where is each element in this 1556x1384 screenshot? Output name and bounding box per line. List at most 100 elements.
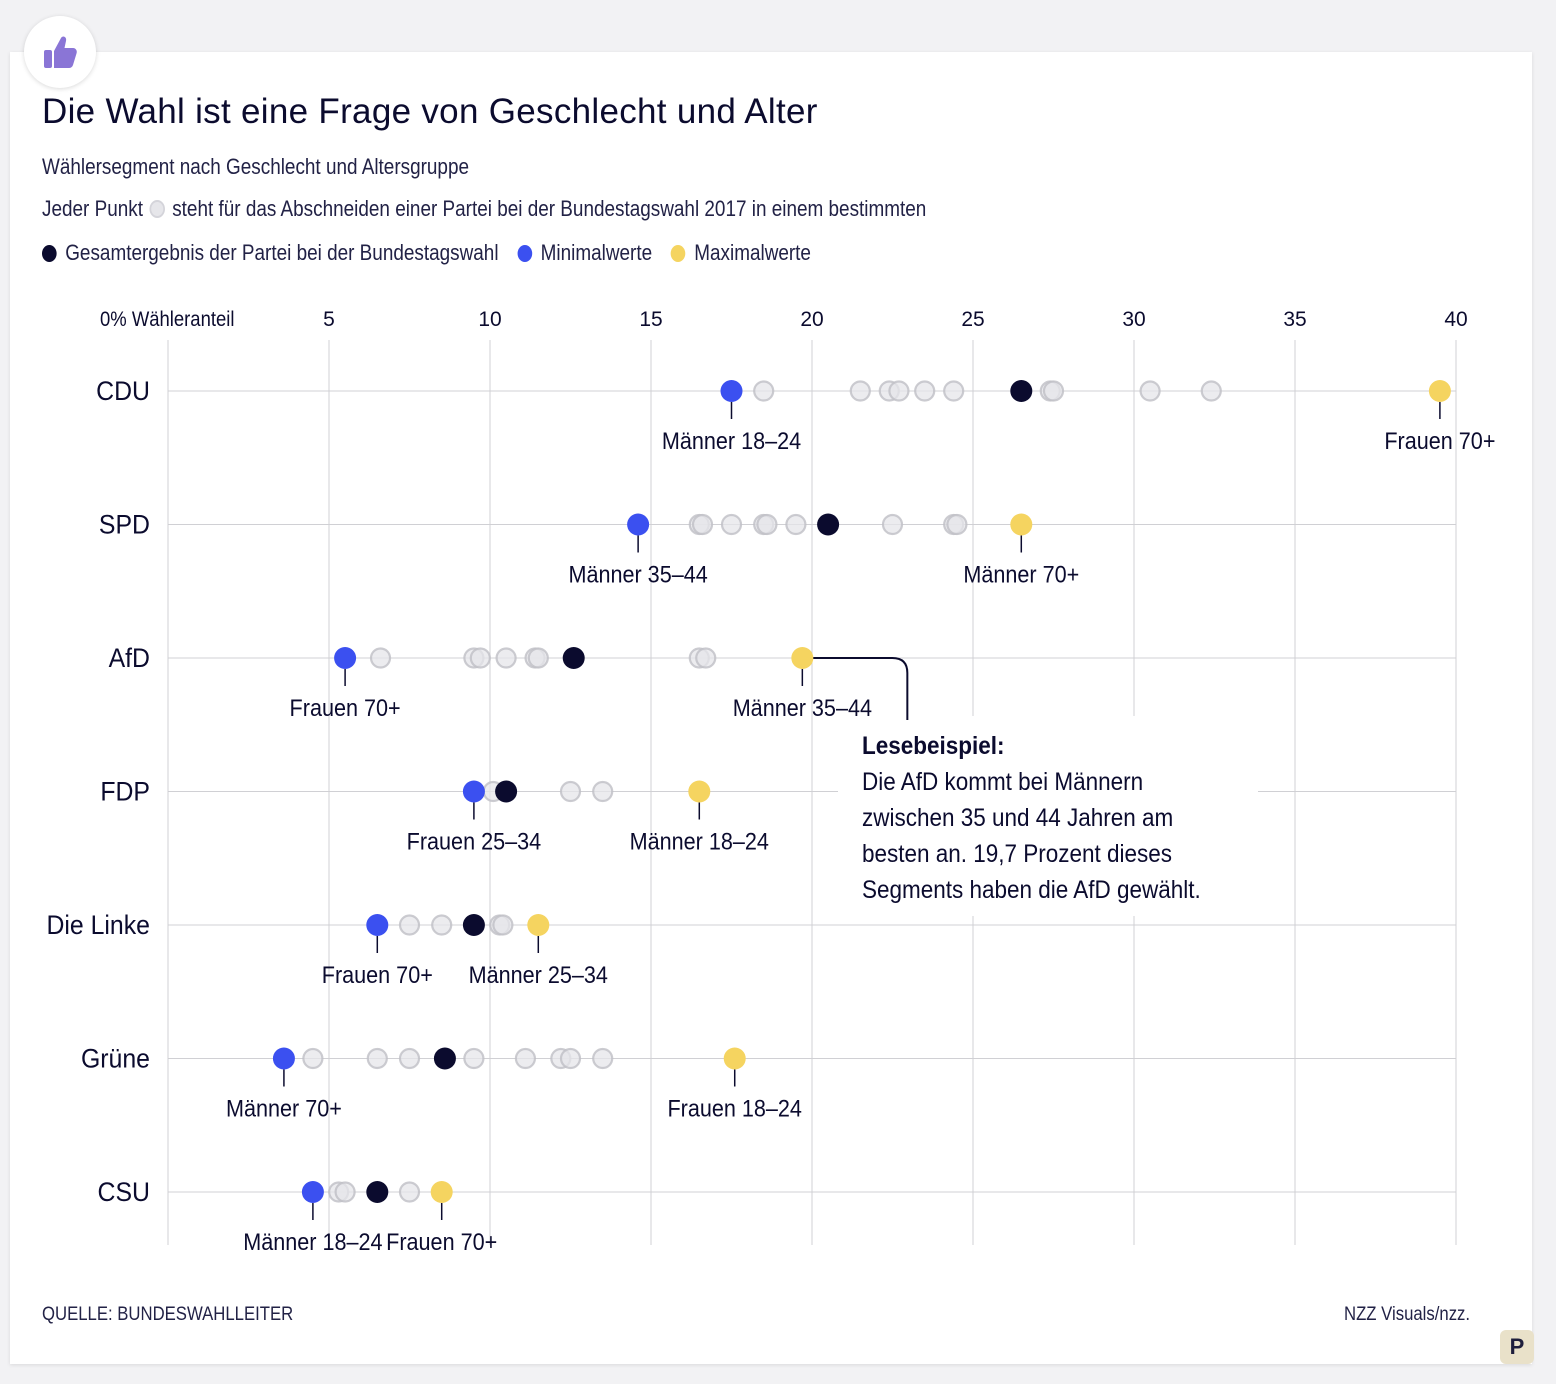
min-value-label: Männer 18–24 xyxy=(662,427,802,454)
max-dot xyxy=(688,780,711,803)
x-tick-label: 30 xyxy=(1122,308,1145,331)
max-value-label: Frauen 70+ xyxy=(386,1228,497,1255)
min-value-label: Frauen 70+ xyxy=(322,961,433,988)
segment-dot xyxy=(495,647,517,669)
min-dot xyxy=(627,513,650,536)
segment-dot xyxy=(888,380,910,402)
legend-max-label: Maximalwerte xyxy=(694,240,811,265)
segment-dot xyxy=(334,1181,356,1203)
party-label: SPD xyxy=(99,511,150,540)
max-dot xyxy=(791,647,814,669)
segment-dot xyxy=(592,1047,614,1070)
segment-dot xyxy=(1200,380,1222,402)
max-value-label: Frauen 70+ xyxy=(1384,427,1495,454)
segment-dot xyxy=(756,513,778,536)
chart-card xyxy=(10,52,1532,1364)
total-dot xyxy=(495,780,518,803)
segment-dot xyxy=(302,1047,324,1070)
min-dot xyxy=(272,1047,295,1070)
party-label: Die Linke xyxy=(46,911,150,940)
party-label: CDU xyxy=(96,377,150,406)
segment-dot xyxy=(946,513,968,536)
min-dot xyxy=(462,780,485,803)
segment-dot xyxy=(849,380,871,402)
publisher-badge[interactable]: P xyxy=(1500,1330,1534,1364)
annotation-title: Lesebeispiel: xyxy=(862,732,1004,760)
max-value-label: Männer 70+ xyxy=(963,560,1079,587)
segment-dot xyxy=(527,647,549,669)
min-value-label: Frauen 70+ xyxy=(290,694,401,721)
segment-dot xyxy=(463,1047,485,1070)
min-dot xyxy=(366,914,389,936)
annotation-text-line: besten an. 19,7 Prozent dieses xyxy=(862,840,1172,868)
segment-dot xyxy=(469,647,491,669)
max-dot xyxy=(1428,380,1451,402)
segment-dot xyxy=(785,513,807,536)
chart-subtitle: Wählersegment nach Geschlecht und Alters… xyxy=(42,154,470,179)
max-dot-legend-icon xyxy=(671,244,686,262)
max-dot xyxy=(1010,513,1033,536)
total-dot xyxy=(562,647,585,669)
max-value-label: Männer 25–34 xyxy=(469,961,609,988)
max-value-label: Männer 35–44 xyxy=(733,694,873,721)
x-tick-label: 10 xyxy=(478,308,501,331)
party-label: CSU xyxy=(98,1178,150,1207)
min-dot-legend-icon xyxy=(517,244,533,262)
max-dot xyxy=(430,1181,453,1203)
party-label: AfD xyxy=(109,644,150,673)
total-dot xyxy=(433,1047,456,1070)
annotation-box xyxy=(838,716,1258,916)
total-dot xyxy=(366,1181,389,1203)
segment-dot xyxy=(431,914,453,936)
min-dot xyxy=(301,1181,324,1203)
segment-dot xyxy=(559,1047,582,1070)
reaction-badge[interactable] xyxy=(24,16,96,88)
x-tick-label: 35 xyxy=(1283,308,1306,331)
segment-dot xyxy=(720,513,743,536)
thumbs-up-icon xyxy=(44,36,77,68)
max-value-label: Männer 18–24 xyxy=(630,827,770,854)
min-value-label: Männer 70+ xyxy=(226,1094,342,1121)
min-value-label: Frauen 25–34 xyxy=(407,827,542,854)
party-label: Grüne xyxy=(81,1045,150,1074)
x-tick-label: 40 xyxy=(1444,308,1467,331)
total-dot xyxy=(462,914,485,936)
segment-dot xyxy=(559,780,582,803)
segment-dot xyxy=(914,380,936,402)
x-tick-label: 20 xyxy=(800,308,823,331)
segment-dot xyxy=(691,513,714,536)
total-dot-legend-icon xyxy=(42,244,57,262)
segment-dot xyxy=(1042,380,1065,402)
x-axis-label: 0% Wähleranteil xyxy=(100,308,234,331)
annotation-text-line: Die AfD kommt bei Männern xyxy=(862,768,1143,796)
max-dot xyxy=(723,1047,746,1070)
total-dot xyxy=(817,513,840,536)
source-note: QUELLE: BUNDESWAHLLEITER xyxy=(42,1304,294,1325)
segment-dot xyxy=(695,647,717,669)
segment-dot xyxy=(592,780,614,803)
max-value-label: Frauen 18–24 xyxy=(667,1094,802,1121)
annotation-leader-line xyxy=(802,657,909,720)
legend-intro: Jeder Punkt steht für das Abschneiden ei… xyxy=(42,196,926,222)
segment-dot-legend-icon xyxy=(149,200,166,218)
segment-dot xyxy=(398,1181,421,1203)
credit-note: NZZ Visuals/nzz. xyxy=(1344,1304,1471,1325)
annotation-text-line: zwischen 35 und 44 Jahren am xyxy=(862,804,1173,832)
min-value-label: Männer 35–44 xyxy=(568,560,708,587)
segment-dot xyxy=(881,513,904,536)
max-dot xyxy=(527,914,550,936)
segment-dot xyxy=(398,1047,421,1070)
segment-dot xyxy=(753,380,775,402)
segment-dot xyxy=(1139,380,1161,402)
party-label: FDP xyxy=(100,778,150,807)
segment-dot xyxy=(943,380,965,402)
segment-dot xyxy=(514,1047,537,1070)
min-value-label: Männer 18–24 xyxy=(243,1228,383,1255)
min-dot xyxy=(334,647,357,669)
chart-title: Die Wahl ist eine Frage von Geschlecht u… xyxy=(42,92,818,131)
legend-total-label: Gesamtergebnis der Partei bei der Bundes… xyxy=(65,240,499,265)
x-tick-label: 25 xyxy=(961,308,984,331)
legend: Gesamtergebnis der Partei bei der Bundes… xyxy=(42,240,811,266)
min-dot xyxy=(720,380,743,402)
